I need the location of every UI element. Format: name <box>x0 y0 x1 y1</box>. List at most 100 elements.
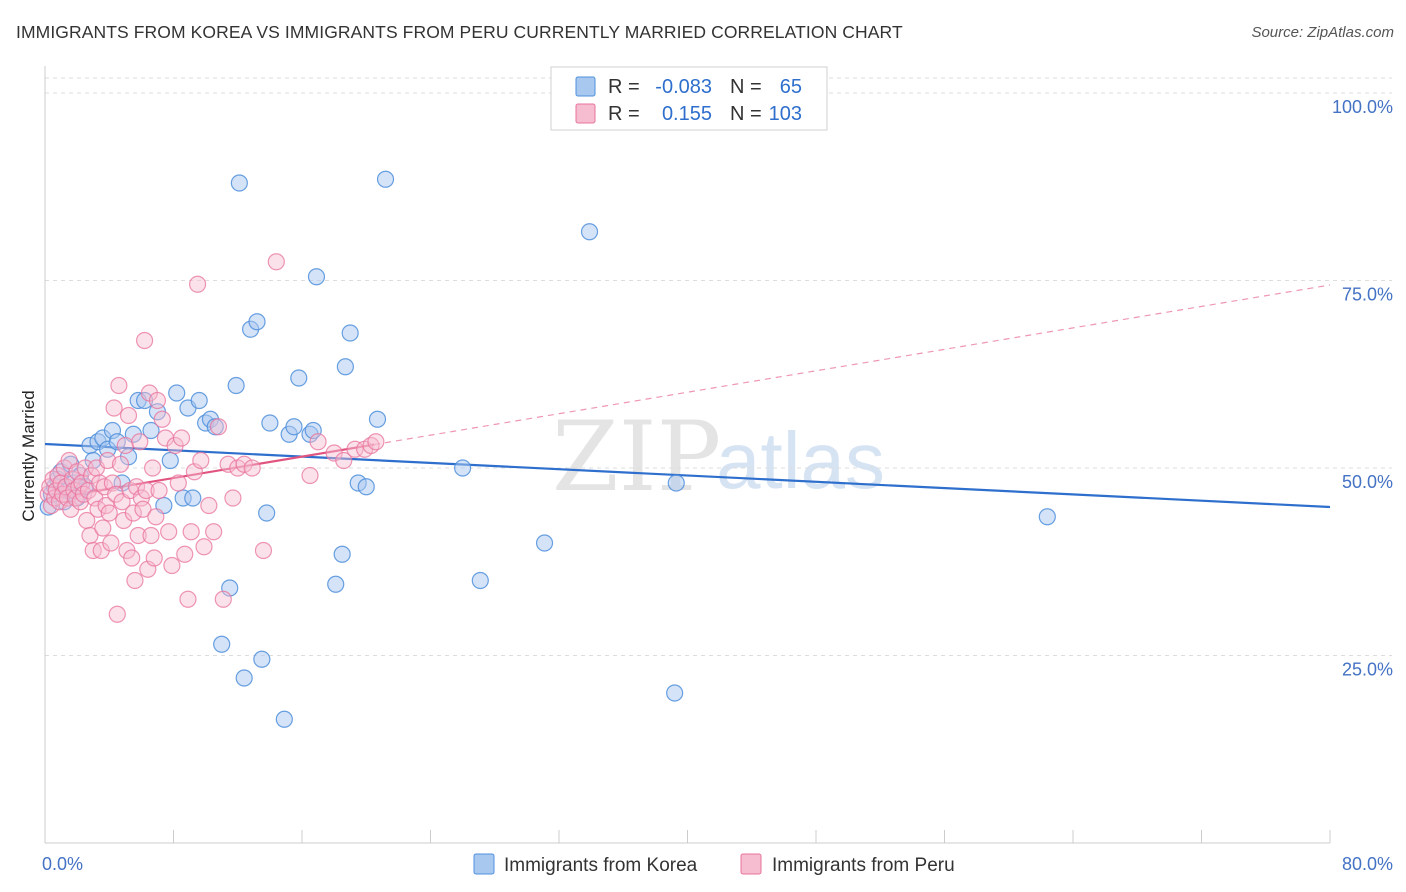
korea-point <box>168 384 186 402</box>
chart-title: IMMIGRANTS FROM KOREA VS IMMIGRANTS FROM… <box>16 22 903 42</box>
peru-point <box>179 590 197 608</box>
korea-point <box>336 358 354 376</box>
peru-r-label: R = <box>608 103 640 125</box>
peru-point <box>147 508 165 526</box>
legend: Immigrants from Korea Immigrants from Pe… <box>473 853 955 876</box>
peru-trend-extension <box>374 284 1331 446</box>
stats-swatch-peru <box>575 103 596 124</box>
korea-point <box>341 324 359 342</box>
korea-r-value: -0.083 <box>655 76 712 98</box>
peru-point <box>116 436 134 455</box>
korea-point <box>667 474 685 492</box>
peru-point <box>169 474 187 492</box>
peru-point <box>142 526 160 545</box>
korea-point <box>230 174 248 192</box>
x-tick-label-min: 0.0% <box>42 854 83 874</box>
peru-point <box>182 523 200 541</box>
korea-r-label: R = <box>608 76 640 98</box>
korea-n-label: N = <box>730 76 762 98</box>
peru-trend-line <box>44 443 375 501</box>
peru-point <box>108 605 126 623</box>
korea-point <box>471 571 489 590</box>
peru-point <box>124 504 142 522</box>
peru-r-value: 0.155 <box>662 103 712 125</box>
peru-point <box>111 455 130 473</box>
peru-point <box>153 410 171 428</box>
korea-point <box>454 459 472 477</box>
korea-point <box>376 170 395 188</box>
korea-point <box>333 545 351 563</box>
peru-point <box>127 478 146 496</box>
peru-point <box>150 481 168 500</box>
trend-lines <box>44 284 1331 509</box>
korea-point <box>161 451 179 470</box>
y-tick-label: 25.0% <box>1342 660 1393 680</box>
peru-point <box>144 459 162 477</box>
peru-point <box>129 526 147 545</box>
korea-point <box>235 669 253 687</box>
peru-point <box>267 253 285 271</box>
peru-n-label: N = <box>730 103 762 125</box>
peru-point <box>254 541 273 560</box>
peru-point <box>346 440 364 458</box>
peru-point <box>134 500 152 518</box>
peru-point <box>214 590 232 608</box>
korea-point <box>261 414 279 432</box>
peru-point <box>131 433 149 451</box>
peru-point <box>89 500 107 518</box>
peru-point <box>176 545 194 563</box>
korea-point <box>290 369 308 387</box>
peru-point <box>224 489 242 507</box>
peru-point <box>163 556 181 575</box>
peru-point <box>100 504 118 522</box>
stats-box: R = -0.083 N = 65 R = 0.155 N = 103 <box>550 66 828 131</box>
korea-point <box>213 635 231 653</box>
peru-point <box>160 523 178 541</box>
peru-point <box>137 481 155 500</box>
peru-point <box>145 549 163 567</box>
korea-point <box>108 433 126 451</box>
peru-points <box>39 253 385 623</box>
korea-point <box>275 710 293 728</box>
y-tick-label: 75.0% <box>1342 285 1393 305</box>
peru-point <box>99 451 117 470</box>
peru-point <box>188 275 207 293</box>
peru-point <box>94 519 112 537</box>
korea-point <box>368 410 387 428</box>
peru-point <box>235 455 253 473</box>
korea-point <box>248 313 266 331</box>
peru-point <box>103 474 122 492</box>
legend-label-korea: Immigrants from Korea <box>504 855 698 876</box>
peru-point <box>243 459 261 477</box>
peru-n-value: 103 <box>769 103 802 125</box>
korea-point <box>184 489 202 507</box>
peru-point <box>105 399 123 417</box>
watermark: ZIP atlas <box>552 401 885 513</box>
chart-source: Source: ZipAtlas.com <box>1251 24 1394 41</box>
peru-point <box>123 549 141 567</box>
legend-swatch-peru <box>740 853 762 875</box>
korea-point <box>190 391 208 410</box>
peru-point <box>102 534 120 552</box>
axes: 25.0% 50.0% 75.0% 100.0% 0.0% 80.0% <box>42 66 1393 874</box>
y-tick-label: 100.0% <box>1332 97 1393 117</box>
korea-point <box>357 478 375 496</box>
peru-point <box>205 523 223 541</box>
peru-point <box>301 466 319 485</box>
korea-point <box>580 223 599 241</box>
peru-point <box>135 331 154 350</box>
watermark-zip: ZIP <box>552 401 721 513</box>
korea-point <box>285 418 303 436</box>
peru-point <box>200 496 218 515</box>
korea-point <box>227 376 245 395</box>
peru-point <box>126 571 144 590</box>
peru-point <box>192 451 210 470</box>
peru-point <box>119 406 138 425</box>
watermark-atlas: atlas <box>716 416 885 505</box>
peru-point <box>195 538 213 556</box>
y-axis-title: Currently Married <box>19 390 38 521</box>
peru-point <box>335 451 353 470</box>
peru-point <box>309 433 327 451</box>
korea-point <box>666 684 684 702</box>
